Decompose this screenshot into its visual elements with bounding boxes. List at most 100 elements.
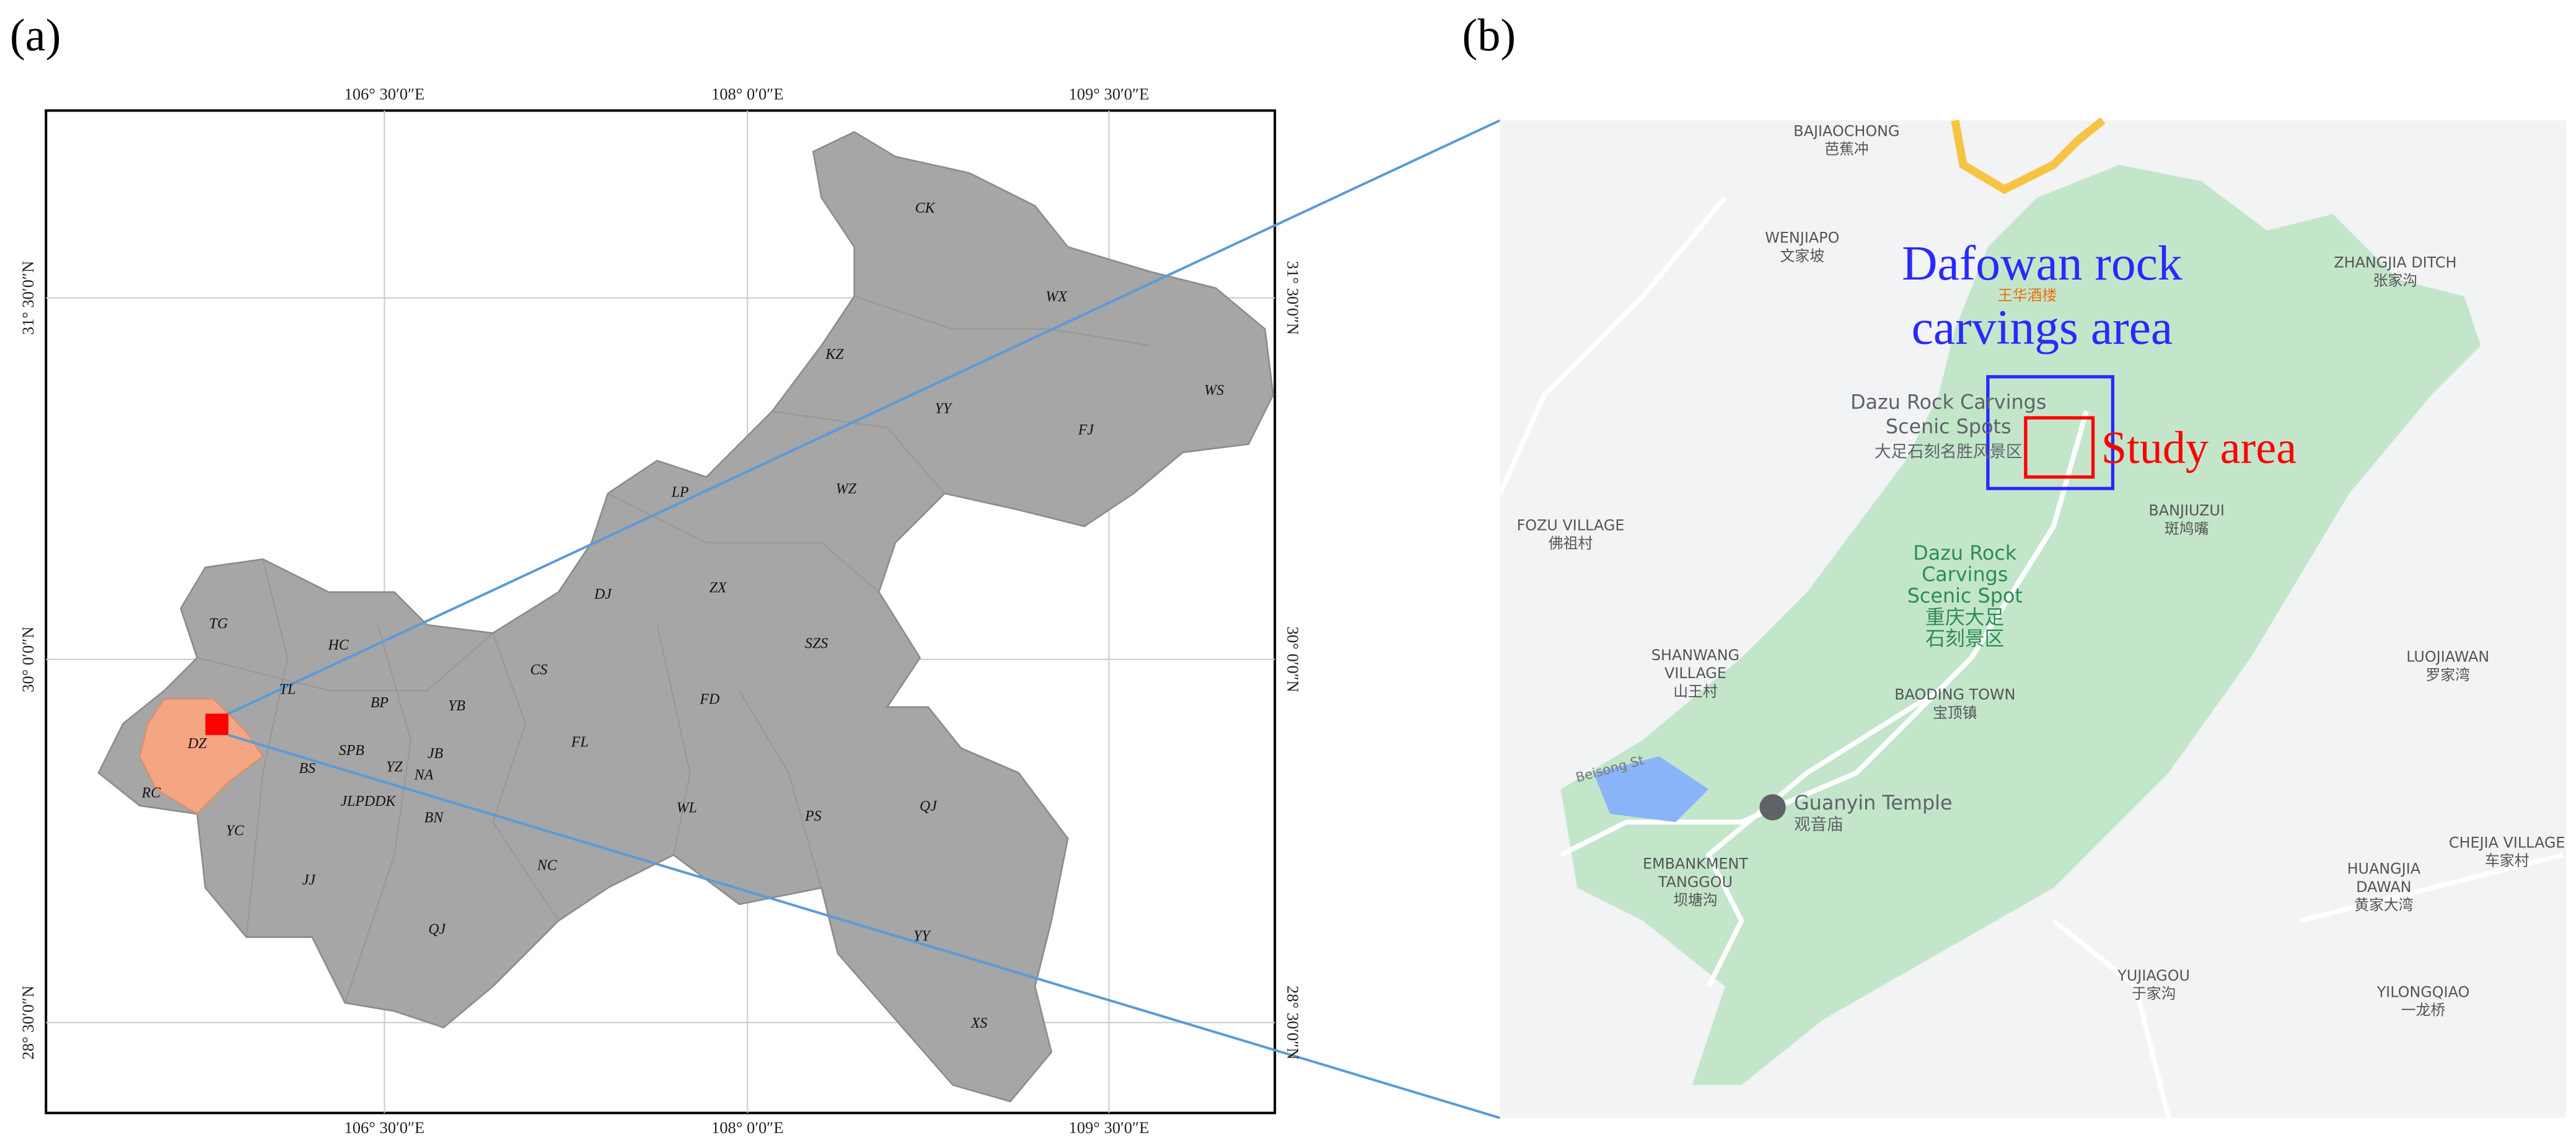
district-label: TG bbox=[209, 616, 228, 632]
district-label: WS bbox=[1204, 382, 1224, 399]
district-label: BN bbox=[424, 810, 445, 826]
district-label: SZS bbox=[805, 635, 828, 651]
place-label: EMBANKMENT bbox=[1643, 855, 1748, 873]
district-label: FD bbox=[699, 692, 719, 708]
scenic-label: Carvings bbox=[1922, 563, 2008, 586]
zoom-line bbox=[227, 119, 1501, 715]
district-label: FJ bbox=[1078, 422, 1095, 438]
dafowan-label: Dafowan rock bbox=[1902, 236, 2183, 291]
lon-tick-label: 106° 30′0″E bbox=[344, 85, 424, 104]
scenic-label: 石刻景区 bbox=[1925, 627, 2004, 650]
roads bbox=[1497, 196, 2564, 1119]
study-area-label: Study area bbox=[2101, 423, 2297, 474]
place-label: 宝顶镇 bbox=[1933, 704, 1977, 722]
dafowan-label: carvings area bbox=[1912, 301, 2173, 355]
reservoir bbox=[1593, 756, 1709, 823]
poi-icon bbox=[1759, 794, 1786, 821]
place-label: SHANWANG bbox=[1651, 647, 1739, 664]
district-label: QJ bbox=[920, 798, 938, 814]
site-marker bbox=[205, 713, 229, 735]
scenic-label: Dazu Rock bbox=[1913, 541, 2017, 565]
place-label: HUANGJIA bbox=[2347, 860, 2421, 878]
district-label: BS bbox=[299, 761, 316, 777]
labels: 106° 30′0″E 106° 30′0″E 108° 0′0″E 108° 0′0… bbox=[19, 85, 2565, 1137]
poi-label: 大足石刻名胜风景区 bbox=[1875, 442, 2023, 461]
place-label: TANGGOU bbox=[1658, 873, 1733, 891]
place-label: 佛祖村 bbox=[1549, 535, 1593, 552]
place-label: VILLAGE bbox=[1664, 664, 1726, 682]
district-label: QJ bbox=[428, 922, 446, 938]
district-label: YY bbox=[934, 400, 952, 417]
district-label: FL bbox=[571, 735, 589, 751]
district-label: WX bbox=[1045, 289, 1068, 305]
district-label: ZX bbox=[710, 580, 728, 596]
district-label: NA bbox=[414, 767, 434, 783]
district-label: WL bbox=[677, 800, 697, 816]
district-label: PS bbox=[804, 808, 822, 824]
place-label: 山王村 bbox=[1673, 682, 1718, 700]
place-label: 斑鸠嘴 bbox=[2165, 520, 2209, 537]
lat-tick-label: 30° 0′0″N bbox=[19, 627, 37, 692]
place-label: 文家坡 bbox=[1780, 247, 1825, 265]
poi-label: Scenic Spots bbox=[1886, 415, 2011, 438]
lat-tick-label: 28° 30′0″N bbox=[1284, 986, 1303, 1059]
district-label: BP bbox=[371, 695, 389, 711]
dazu-district bbox=[139, 698, 264, 815]
place-label: FOZU VILLAGE bbox=[1517, 517, 1625, 534]
place-label: 芭蕉冲 bbox=[1824, 140, 1869, 157]
zoom-line bbox=[227, 733, 1501, 1119]
lat-tick-label: 31° 30′0″N bbox=[1284, 261, 1303, 335]
place-label: BAJIAOCHONG bbox=[1793, 122, 1899, 139]
district-label: CK bbox=[915, 200, 936, 216]
district-label: YZ bbox=[386, 759, 403, 775]
place-label: 罗家湾 bbox=[2425, 666, 2470, 684]
district-label: JJ bbox=[302, 872, 317, 888]
dafowan-box bbox=[1986, 375, 2115, 490]
lon-tick-label: 106° 30′0″E bbox=[344, 1118, 424, 1137]
place-label: DAWAN bbox=[2356, 878, 2411, 896]
place-label: YILONGQIAO bbox=[2376, 984, 2470, 1001]
place-label: 张家沟 bbox=[2373, 272, 2418, 289]
lon-tick-label: 108° 0′0″E bbox=[711, 85, 784, 104]
district-label: YY bbox=[913, 928, 931, 944]
poi-label: 观音庙 bbox=[1794, 815, 1844, 834]
scenic-area bbox=[1560, 164, 2481, 1085]
district-label: YC bbox=[226, 823, 245, 839]
district-label: DZ bbox=[187, 736, 207, 752]
district-label: WZ bbox=[836, 481, 857, 497]
place-label: 于家沟 bbox=[2132, 985, 2176, 1002]
poi-label: Guanyin Temple bbox=[1794, 791, 1952, 814]
panel-a-label: (a) bbox=[10, 10, 61, 61]
lon-tick-label: 109° 30′0″E bbox=[1069, 1118, 1150, 1137]
district-label: KZ bbox=[825, 346, 844, 363]
study-box bbox=[2024, 416, 2095, 479]
scenic-label: Scenic Spot bbox=[1907, 584, 2023, 607]
place-label: LUOJIAWAN bbox=[2406, 648, 2489, 666]
district-label: RC bbox=[141, 785, 162, 801]
district-label: NC bbox=[537, 857, 558, 873]
district-label: LP bbox=[671, 485, 689, 501]
place-label: BAODING TOWN bbox=[1894, 686, 2015, 704]
lon-tick-label: 109° 30′0″E bbox=[1069, 85, 1150, 104]
place-label: BANJIUZUI bbox=[2148, 502, 2225, 519]
place-label: YUJIAGOU bbox=[2117, 967, 2190, 984]
district-label: SPB bbox=[339, 743, 365, 759]
highway bbox=[1951, 117, 2106, 195]
district-label: TL bbox=[279, 682, 296, 698]
place-label: WENJIAPO bbox=[1765, 229, 1839, 247]
district-label: JB bbox=[428, 746, 444, 762]
district-label: JLPDDK bbox=[340, 793, 396, 810]
district-label: DJ bbox=[594, 586, 612, 602]
district-label: YB bbox=[448, 698, 465, 714]
place-label: 一龙桥 bbox=[2401, 1002, 2446, 1019]
scenic-label: 重庆大足 bbox=[1925, 606, 2004, 629]
lat-tick-label: 30° 0′0″N bbox=[1284, 627, 1303, 692]
place-label: ZHANGJIA DITCH bbox=[2334, 254, 2456, 271]
poi-label: 王华酒楼 bbox=[1998, 286, 2057, 304]
place-label: 坝塘沟 bbox=[1673, 891, 1718, 909]
lon-tick-label: 108° 0′0″E bbox=[711, 1118, 784, 1137]
panel-b-label: (b) bbox=[1462, 10, 1516, 61]
district-label: HC bbox=[328, 637, 349, 653]
district-label: XS bbox=[970, 1015, 988, 1031]
